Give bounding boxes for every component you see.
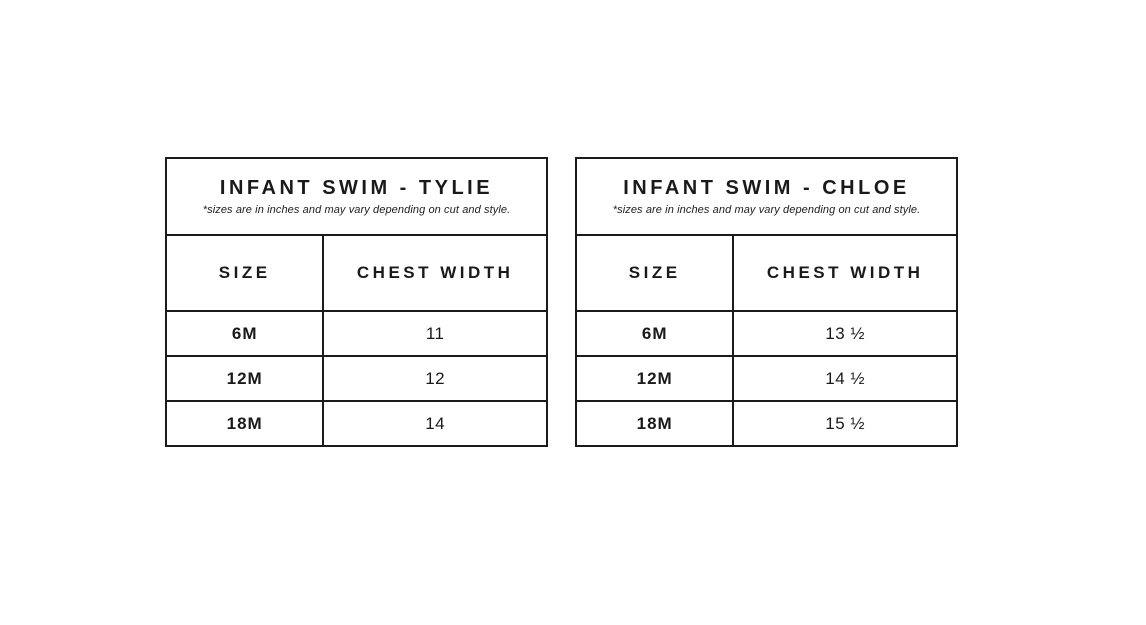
chest-width-cell: 12 — [322, 355, 548, 402]
column-header-size: SIZE — [574, 234, 735, 312]
chest-width-cell: 11 — [322, 310, 548, 357]
table-subtitle: *sizes are in inches and may vary depend… — [202, 204, 511, 216]
table-header-row: INFANT SWIM - CHLOE *sizes are in inches… — [575, 157, 958, 236]
column-header-chest-width: CHEST WIDTH — [732, 234, 958, 312]
table-title: INFANT SWIM - TYLIE — [219, 177, 494, 199]
table-row: 6M 13 ½ — [574, 310, 958, 357]
size-chart-tylie: INFANT SWIM - TYLIE *sizes are in inches… — [164, 157, 548, 447]
size-cell: 12M — [164, 355, 325, 402]
table-header-row: INFANT SWIM - TYLIE *sizes are in inches… — [165, 157, 548, 236]
table-header-cell: INFANT SWIM - TYLIE *sizes are in inches… — [165, 157, 548, 236]
table-header-cell: INFANT SWIM - CHLOE *sizes are in inches… — [575, 157, 958, 236]
size-cell: 6M — [164, 310, 325, 357]
chest-width-cell: 14 ½ — [732, 355, 958, 402]
table-subtitle: *sizes are in inches and may vary depend… — [612, 204, 921, 216]
size-chart-chloe: INFANT SWIM - CHLOE *sizes are in inches… — [574, 157, 958, 447]
table-title: INFANT SWIM - CHLOE — [623, 177, 910, 199]
size-charts-container: INFANT SWIM - TYLIE *sizes are in inches… — [164, 157, 958, 447]
column-header-chest-width: CHEST WIDTH — [322, 234, 548, 312]
table-row: 6M 11 — [164, 310, 548, 357]
size-cell: 12M — [574, 355, 735, 402]
size-cell: 18M — [574, 400, 735, 447]
table-row: 12M 12 — [164, 355, 548, 402]
column-header-row: SIZE CHEST WIDTH — [574, 234, 958, 312]
table-row: 18M 15 ½ — [574, 400, 958, 447]
column-header-row: SIZE CHEST WIDTH — [164, 234, 548, 312]
table-row: 12M 14 ½ — [574, 355, 958, 402]
size-cell: 6M — [574, 310, 735, 357]
column-header-size: SIZE — [164, 234, 325, 312]
chest-width-cell: 15 ½ — [732, 400, 958, 447]
chest-width-cell: 13 ½ — [732, 310, 958, 357]
table-row: 18M 14 — [164, 400, 548, 447]
chest-width-cell: 14 — [322, 400, 548, 447]
size-cell: 18M — [164, 400, 325, 447]
